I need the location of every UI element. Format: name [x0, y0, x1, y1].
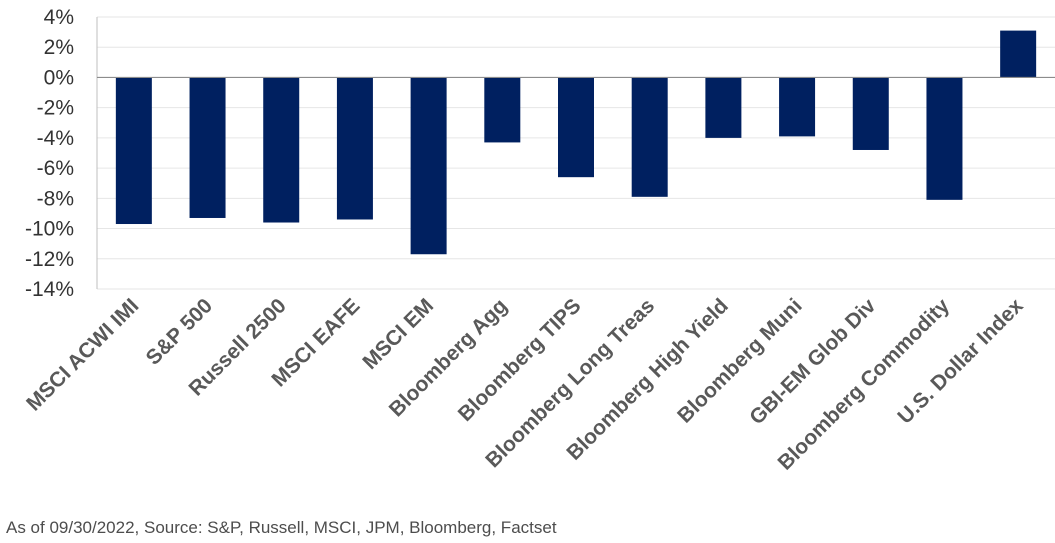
x-category-label: MSCI EM [358, 294, 438, 374]
bar [189, 77, 226, 218]
axes [96, 17, 1055, 289]
y-tick-label: -10% [25, 218, 74, 241]
bar [263, 77, 300, 223]
bar [484, 77, 521, 143]
bar [1000, 30, 1037, 78]
y-tick-label: -12% [25, 248, 74, 271]
bar-chart: 4% 2% 0% -2% -4% -6% -8% -10% -12% -14% MSCI ACWI… [22, 6, 1055, 475]
y-tick-label: -2% [37, 97, 74, 120]
y-tick-label: -4% [37, 127, 74, 150]
bar [336, 77, 373, 220]
bar [115, 77, 152, 225]
x-category-label: Bloomberg Muni [673, 294, 806, 427]
bar [779, 77, 816, 137]
y-tick-label: 2% [44, 36, 74, 59]
bar [926, 77, 963, 200]
y-axis-tick-labels: 4% 2% 0% -2% -4% -6% -8% -10% -12% -14% [25, 6, 74, 301]
x-category-label: Bloomberg TIPS [454, 294, 586, 426]
x-category-label: MSCI ACWI IMI [22, 294, 143, 415]
bar [852, 77, 889, 150]
source-footnote: As of 09/30/2022, Source: S&P, Russell, … [6, 518, 557, 537]
bar [705, 77, 742, 138]
x-category-label: U.S. Dollar Index [893, 294, 1027, 428]
y-tick-label: 4% [44, 6, 74, 29]
bar [558, 77, 594, 178]
bars [115, 30, 1037, 255]
bar [631, 77, 668, 197]
y-tick-label: 0% [44, 66, 74, 89]
bar [410, 77, 447, 255]
y-tick-label: -14% [25, 278, 74, 301]
x-category-label: S&P 500 [142, 294, 217, 369]
x-category-label: GBI-EM Glob Div [745, 294, 880, 429]
y-tick-label: -8% [37, 187, 74, 210]
y-tick-label: -6% [37, 157, 74, 180]
